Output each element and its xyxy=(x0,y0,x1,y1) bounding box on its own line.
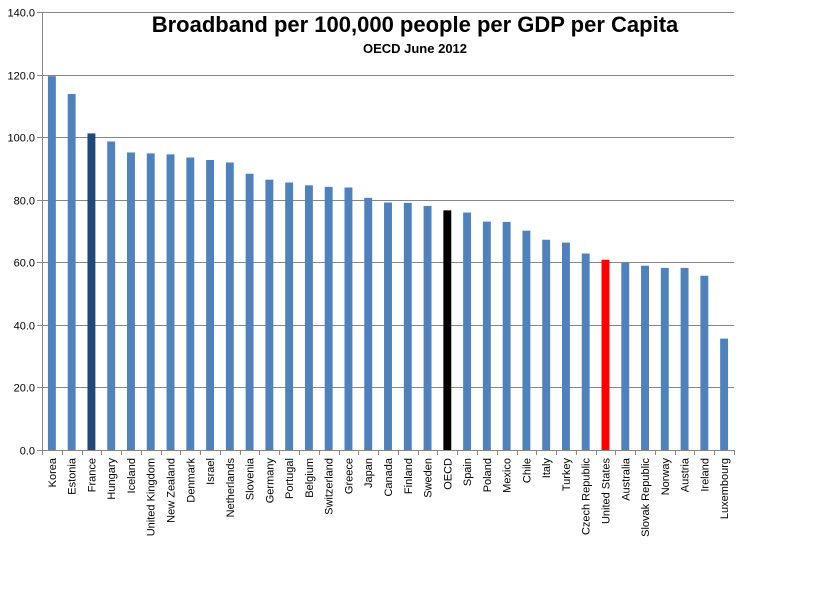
bar-japan xyxy=(364,197,373,450)
x-tick-label: Iceland xyxy=(126,458,138,493)
bars xyxy=(47,76,729,451)
x-tick-label: Ireland xyxy=(699,458,711,492)
bar-turkey xyxy=(561,242,570,450)
bar-czech-republic xyxy=(581,253,590,450)
bar-spain xyxy=(463,212,472,450)
bar-poland xyxy=(482,221,491,450)
x-tick-label: Slovak Republic xyxy=(640,458,652,537)
bar-norway xyxy=(660,267,669,450)
bar-united-kingdom xyxy=(146,153,155,450)
bar-estonia xyxy=(67,93,76,450)
y-tick-label: 80.0 xyxy=(14,196,35,208)
x-tick-label: Turkey xyxy=(561,458,573,492)
y-tick-label: 140.0 xyxy=(7,8,35,20)
x-tick-label: Poland xyxy=(482,458,494,492)
y-axis-ticks: 0.0 20.0 40.0 60.0 80.0 100.0 120.0 140.0 xyxy=(7,8,42,458)
x-tick-label: Greece xyxy=(343,458,355,494)
y-tick-label: 60.0 xyxy=(14,258,35,270)
x-tick-label: Austria xyxy=(680,457,692,492)
bar-slovenia xyxy=(245,173,254,450)
x-tick-label: Czech Republic xyxy=(581,458,593,536)
x-tick-label: Switzerland xyxy=(324,458,336,515)
y-tick-label: 0.0 xyxy=(20,446,35,458)
y-tick-label: 40.0 xyxy=(14,321,35,333)
bar-ireland xyxy=(700,275,709,450)
bar-switzerland xyxy=(324,186,333,450)
x-tick-label: Italy xyxy=(541,458,553,479)
bar-israel xyxy=(206,159,215,451)
bar-luxembourg xyxy=(720,338,729,450)
chart-subtitle: OECD June 2012 xyxy=(363,41,467,56)
bar-belgium xyxy=(304,185,313,450)
bar-finland xyxy=(403,202,412,450)
bar-canada xyxy=(384,202,392,450)
x-axis-ticks: Korea Estonia France Hungary Iceland United K… xyxy=(42,450,735,537)
x-tick-label: Japan xyxy=(363,458,375,488)
bar-new-zealand xyxy=(166,154,175,450)
x-tick-label: Israel xyxy=(205,458,217,485)
x-tick-label: Chile xyxy=(521,458,533,483)
x-tick-label: Estonia xyxy=(67,457,79,495)
bar-france xyxy=(87,133,96,450)
bar-austria xyxy=(680,267,689,450)
bar-hungary xyxy=(107,141,116,450)
bar-greece xyxy=(344,187,353,450)
x-tick-label: Finland xyxy=(403,458,415,494)
x-tick-label: Sweden xyxy=(423,458,435,498)
x-tick-label: Mexico xyxy=(502,458,514,493)
bar-mexico xyxy=(502,221,511,450)
x-tick-label: OECD xyxy=(442,458,454,490)
x-tick-label: Portugal xyxy=(284,458,296,499)
bar-netherlands xyxy=(225,162,234,451)
bar-iceland xyxy=(127,152,135,450)
bar-slovak-republic xyxy=(641,265,649,450)
bar-united-states xyxy=(601,259,610,450)
chart-title: Broadband per 100,000 people per GDP per… xyxy=(152,12,679,37)
y-tick-label: 100.0 xyxy=(7,133,35,145)
bar-oecd xyxy=(443,210,452,450)
x-tick-label: Canada xyxy=(383,457,395,496)
x-tick-label: New Zealand xyxy=(166,458,178,523)
bar-germany xyxy=(265,179,274,450)
x-tick-label: Korea xyxy=(47,457,59,487)
x-tick-label: United States xyxy=(600,458,612,525)
x-tick-label: Norway xyxy=(660,458,672,496)
bar-korea xyxy=(47,76,56,450)
bar-sweden xyxy=(423,205,432,450)
x-tick-label: France xyxy=(86,458,98,492)
x-tick-label: Belgium xyxy=(304,458,316,498)
x-tick-label: Netherlands xyxy=(225,458,237,518)
bar-portugal xyxy=(285,182,294,450)
axes xyxy=(42,12,734,451)
bar-australia xyxy=(621,262,630,450)
x-tick-label: Luxembourg xyxy=(719,458,731,519)
x-tick-label: Slovenia xyxy=(245,457,257,500)
bar-denmark xyxy=(186,157,195,451)
y-tick-label: 20.0 xyxy=(14,383,35,395)
x-tick-label: Germany xyxy=(264,458,276,504)
x-tick-label: Spain xyxy=(462,458,474,486)
x-tick-label: Denmark xyxy=(185,458,197,503)
x-tick-label: Hungary xyxy=(106,458,118,500)
x-tick-label: Australia xyxy=(620,457,632,501)
y-tick-label: 120.0 xyxy=(7,71,35,83)
bar-chile xyxy=(522,230,531,450)
x-tick-label: United Kingdom xyxy=(146,458,158,536)
bar-italy xyxy=(542,239,551,450)
